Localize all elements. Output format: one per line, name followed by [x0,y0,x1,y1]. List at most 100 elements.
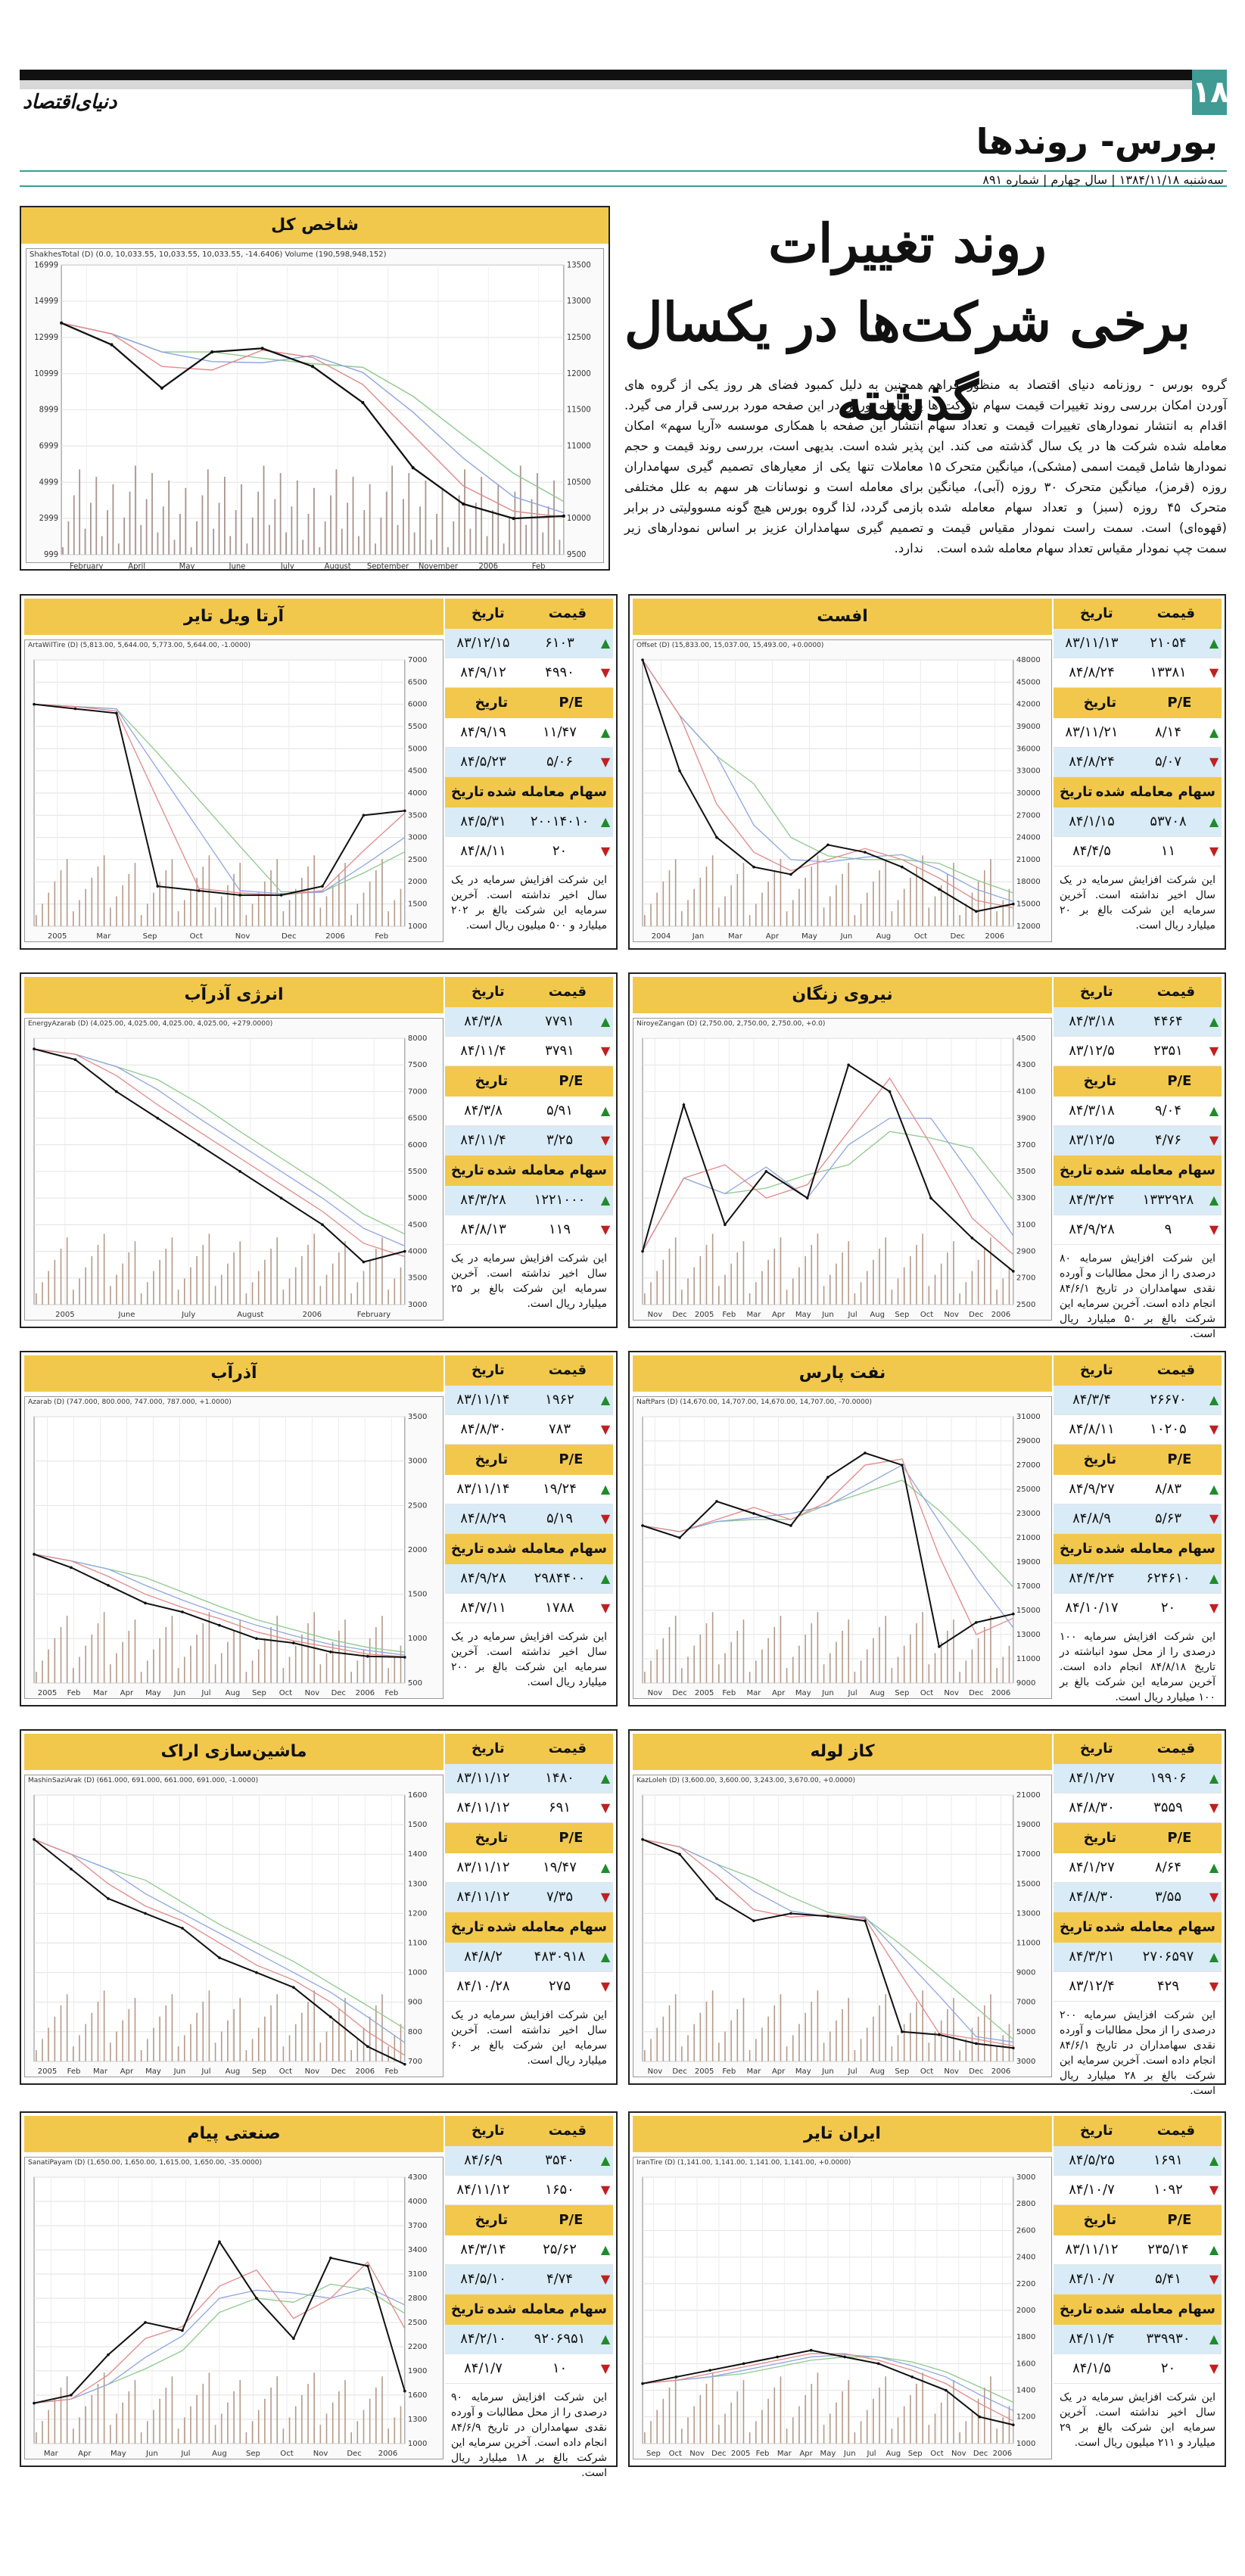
volume-bar [674,859,677,926]
volume-bar [971,1271,973,1305]
y-tick-label: 7500 [408,1061,428,1069]
volume-bar [990,2376,991,2444]
stock-panel: قیمت تاریخ ▲ ۱۹۹۰۶ ۸۴/۱/۲۷ ▼ ۳۵۵۹ ۸۴/۸/۳۰ P/E تار… [628,1729,1226,2097]
y-tick-label: 1500 [408,901,428,909]
volume-bar [984,870,985,926]
price-point [929,1196,932,1199]
x-tick-label: Oct [279,2067,292,2076]
plot-area [33,1794,406,2062]
volume-bar [854,1293,856,1305]
y-tick-label: 2000 [1016,2307,1036,2315]
x-tick-label: Feb [384,1689,398,1697]
volume-bar [699,1255,702,1305]
capital-note: این شرکت افزایش سرمایه ۹۰ درصدی را از مح… [451,2391,608,2479]
pe-date: ۸۴/۵/۱۰ [460,2271,506,2287]
price-row: ▲ ۳۵۴۰ ۸۴/۶/۹ [445,2146,613,2176]
volume-bar [773,870,776,926]
stats-header-label: P/E [559,1451,584,1467]
volume-bar [1008,2024,1010,2061]
pe-date: ۸۴/۸/۳۰ [1069,1889,1115,1905]
volume-value: ۲۷۰۶۵۹۷ [1142,1949,1194,1965]
x-tick-label: Dec [969,1311,983,1319]
volume-bar [916,1245,917,1305]
index-point [160,386,163,390]
x-tick-label: Feb [722,2067,736,2076]
stats-header-date: تاریخ [472,1741,505,1756]
volume-bar [792,1278,794,1305]
ma30-line [33,2287,406,2404]
volume-bar [792,900,794,926]
volume-bar [239,1241,241,1305]
volume-bar [885,859,887,926]
volume-bar [369,1638,371,1683]
x-tick-label: Sep [646,2450,661,2458]
price-row: ▲ ۶۱۰۳ ۸۳/۱۲/۱۵ [445,629,613,658]
x-tick-label: Nov [305,1689,320,1697]
volume-bar [103,855,105,926]
volume-bar [179,514,181,555]
stats-column: قیمت تاریخ ▲ ۴۴۶۴ ۸۴/۳/۱۸ ▼ ۲۳۵۱ ۸۳/۱۲/۵ P/E تاری… [1054,977,1222,1342]
y-tick-label: 29000 [1016,1437,1041,1445]
volume-bar [1008,1267,1010,1305]
volume-bar [829,1274,831,1305]
price-date: ۸۴/۳/۸ [464,1013,503,1029]
price-date: ۸۴/۱/۲۷ [1069,1770,1115,1786]
volume-bar [369,2016,371,2061]
x-tick-label: Aug [876,932,892,941]
x-tick-label: Sep [252,2067,266,2076]
volume-bar [313,1234,315,1305]
volume-bar [953,1619,954,1683]
volume-bar [110,2042,111,2061]
y-tick-label: 1000 [408,1969,428,1977]
price-value: ۱۶۹۱ [1153,2152,1183,2168]
price-point [279,1196,283,1199]
stock-panel: قیمت تاریخ ▲ ۳۵۴۰ ۸۴/۶/۹ ▼ ۱۶۵۰ ۸۴/۱۱/۱۲ P/E تاری… [20,2111,618,2479]
pe-date: ۸۳/۱۱/۱۴ [456,1481,510,1497]
volume-bar [282,2428,285,2444]
x-tick-label: Oct [280,2450,293,2458]
y-tick-label: 3000 [408,1301,428,1309]
stats-header: P/E تاریخ [1054,1823,1222,1853]
price-point [752,1919,755,1922]
y-left-tick-label: 8999 [39,406,58,415]
volume-bar [711,1234,714,1305]
stock-panel: قیمت تاریخ ▲ ۲۶۶۷۰ ۸۴/۳/۴ ▼ ۱۰۲۰۵ ۸۴/۸/۱۱ P/E تار… [628,1351,1226,1706]
x-tick-label: 2006 [985,932,1005,941]
newspaper-logo: دنیای‌اقتصاد [23,91,117,114]
ma30-line [642,1464,1014,1629]
stats-header-label: سهام معامله شده [487,1162,607,1178]
volume-bar [805,2012,806,2061]
up-arrow-icon: ▲ [600,1571,611,1585]
volume-bar [288,2417,291,2444]
volume-bar [116,2031,117,2061]
stats-header-label: سهام معامله شده [1095,2301,1215,2317]
volume-bar [842,1252,843,1305]
x-tick-label: Mar [777,2450,792,2458]
volume-bar [214,2425,216,2444]
volume-value: ۲۰۰۱۴۰۱۰ [530,814,590,829]
volume-bar [1002,2035,1004,2061]
up-arrow-icon: ▲ [1209,1392,1219,1407]
volume-bar [153,2410,154,2444]
volume-bar [458,495,460,555]
x-tick-label: Mar [44,2450,59,2458]
volume-bar [159,2398,160,2444]
price-point [255,1637,258,1641]
y-left-tick-label: 999 [44,550,58,559]
y-tick-label: 45000 [1016,678,1041,686]
pe-row: ▼ ۳/۲۵ ۸۴/۱۱/۴ [445,1126,613,1156]
pe-value: ۸/۶۴ [1154,1859,1182,1875]
intro-column-1: گروه بورس - روزنامه دنیای اقتصاد به منظو… [928,378,1227,555]
pe-value: ۲۵/۶۲ [543,2242,577,2257]
volume-bar [151,473,153,555]
y-right-tick-label: 12500 [567,333,591,342]
volume-bar [965,2421,967,2444]
price-row: ▼ ۱۶۵۰ ۸۴/۱۱/۱۲ [445,2176,613,2205]
volume-value: ۲۰ [1160,2360,1176,2376]
price-point [944,2388,948,2392]
up-arrow-icon: ▲ [600,1949,611,1964]
y-tick-label: 8000 [408,1034,428,1043]
volume-bar [674,1616,677,1683]
volume-date: ۸۴/۷/۱۱ [460,1600,506,1616]
x-tick-label: Nov [235,932,251,941]
